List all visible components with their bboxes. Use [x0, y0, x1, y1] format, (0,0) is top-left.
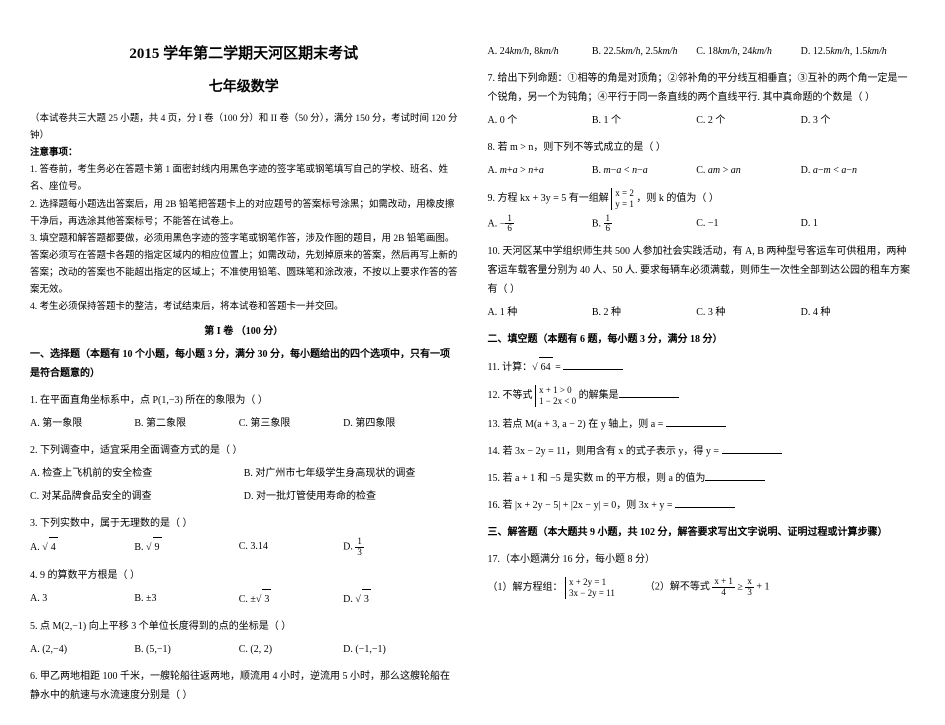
q7-opt-c: C. 2 个 — [696, 111, 800, 130]
q10-opt-d: D. 4 种 — [801, 303, 905, 322]
q6-opt-c: C. 18km/h, 24km/h — [696, 42, 800, 61]
notice-1: 1. 答卷前，考生务必在答题卡第 1 面密封线内用黑色字迹的签字笔或钢笔填写自己… — [30, 162, 458, 196]
q5-opt-b: B. (5,−1) — [134, 640, 238, 659]
q6-opt-d: D. 12.5km/h, 1.5km/h — [801, 42, 905, 61]
question-10: 10. 天河区某中学组织师生共 500 人参加社会实践活动，有 A, B 两种型… — [488, 242, 916, 322]
q9-text: 9. 方程 kx + 3y = 5 有一组解 x = 2y = 1 ，则 k 的… — [488, 188, 916, 210]
question-1: 1. 在平面直角坐标系中，点 P(1,−3) 所在的象限为（ ） A. 第一象限… — [30, 391, 458, 433]
question-6: 6. 甲乙两地相距 100 千米，一艘轮船往返两地，顺流用 4 小时，逆流用 5… — [30, 667, 458, 705]
blank-12 — [619, 387, 679, 398]
q9-opt-a: A. −16 — [488, 214, 592, 235]
q5-opt-c: C. (2, 2) — [239, 640, 343, 659]
q4-opt-c: C. ±√3 — [239, 589, 343, 609]
section2-header: 二、填空题（本题有 6 题，每小题 3 分，满分 18 分） — [488, 330, 916, 349]
q4-opt-d: D. √3 — [343, 589, 447, 609]
blank-14 — [722, 443, 782, 454]
question-5: 5. 点 M(2,−1) 向上平移 3 个单位长度得到的点的坐标是（ ） A. … — [30, 617, 458, 659]
q1-opt-a: A. 第一象限 — [30, 414, 134, 433]
exam-title: 2015 学年第二学期天河区期末考试 — [30, 40, 458, 69]
blank-15 — [705, 470, 765, 481]
section3-header: 三、解答题（本大题共 9 小题，共 102 分，解答要求写出文字说明、证明过程或… — [488, 523, 916, 542]
notice-3: 3. 填空题和解答题都要做，必须用黑色字迹的签字笔或钢笔作答，涉及作图的题目，用… — [30, 231, 458, 299]
q8-opt-c: C. am > an — [696, 161, 800, 180]
q2-opt-c: C. 对某品牌食品安全的调查 — [30, 487, 244, 506]
q7-opt-b: B. 1 个 — [592, 111, 696, 130]
notice-2: 2. 选择题每小题选出答案后，用 2B 铅笔把答题卡上的对应题号的答案标号涂黑；… — [30, 197, 458, 231]
q10-opt-b: B. 2 种 — [592, 303, 696, 322]
q5-opt-a: A. (2,−4) — [30, 640, 134, 659]
q3-text: 3. 下列实数中，属于无理数的是（ ） — [30, 514, 458, 533]
q1-text: 1. 在平面直角坐标系中，点 P(1,−3) 所在的象限为（ ） — [30, 391, 458, 410]
exam-info: （本试卷共三大题 25 小题，共 4 页，分 I 卷（100 分）和 II 卷（… — [30, 111, 458, 145]
q8-opt-b: B. m−a < n−a — [592, 161, 696, 180]
blank-11 — [563, 359, 623, 370]
q2-text: 2. 下列调查中，适宜采用全面调查方式的是（ ） — [30, 441, 458, 460]
q1-opt-d: D. 第四象限 — [343, 414, 447, 433]
part1-header: 第 I 卷 （100 分） — [30, 322, 458, 341]
q2-opt-d: D. 对一批灯管使用寿命的检查 — [244, 487, 458, 506]
blank-16 — [675, 497, 735, 508]
q7-opt-d: D. 3 个 — [801, 111, 905, 130]
q8-text: 8. 若 m > n，则下列不等式成立的是（ ） — [488, 138, 916, 157]
question-17: （1）解方程组： x + 2y = 13x − 2y = 11 （2）解不等式 … — [488, 577, 916, 599]
q14-text: 14. 若 3x − 2y = 11，则用含有 x 的式子表示 y，得 y = — [488, 446, 722, 457]
q10-text: 10. 天河区某中学组织师生共 500 人参加社会实践活动，有 A, B 两种型… — [488, 242, 916, 299]
q3-opt-c: C. 3.14 — [239, 537, 343, 558]
question-16: 16. 若 |x + 2y − 5| + |2x − y| = 0，则 3x +… — [488, 496, 916, 515]
exam-subtitle: 七年级数学 — [30, 75, 458, 102]
question-7: 7. 给出下列命题：①相等的角是对顶角；②邻补角的平分线互相垂直；③互补的两个角… — [488, 69, 916, 130]
q16-text: 16. 若 |x + 2y − 5| + |2x − y| = 0，则 3x +… — [488, 500, 676, 511]
q2-opt-b: B. 对广州市七年级学生身高现状的调查 — [244, 464, 458, 483]
q7-opt-a: A. 0 个 — [488, 111, 592, 130]
question-2: 2. 下列调查中，适宜采用全面调查方式的是（ ） A. 检查上飞机前的安全检查 … — [30, 441, 458, 506]
question-17-header: 17.（本小题满分 16 分，每小题 8 分） — [488, 550, 916, 569]
q7-text: 7. 给出下列命题：①相等的角是对顶角；②邻补角的平分线互相垂直；③互补的两个角… — [488, 69, 916, 107]
q5-opt-d: D. (−1,−1) — [343, 640, 447, 659]
q4-opt-a: A. 3 — [30, 589, 134, 609]
question-13: 13. 若点 M(a + 3, a − 2) 在 y 轴上，则 a = — [488, 415, 916, 434]
question-11: 11. 计算：√64 = — [488, 357, 916, 377]
q1-opt-c: C. 第三象限 — [239, 414, 343, 433]
q6-opt-a: A. 24km/h, 8km/h — [488, 42, 592, 61]
q5-text: 5. 点 M(2,−1) 向上平移 3 个单位长度得到的点的坐标是（ ） — [30, 617, 458, 636]
notice-4: 4. 考生必须保持答题卡的整洁，考试结束后，将本试卷和答题卡一并交回。 — [30, 299, 458, 316]
q17-part2: （2）解不等式 x + 14 ≥ x3 + 1 — [645, 577, 770, 599]
question-12: 12. 不等式 x + 1 > 01 − 2x < 0 的解集是 — [488, 385, 916, 407]
instructions-block: （本试卷共三大题 25 小题，共 4 页，分 I 卷（100 分）和 II 卷（… — [30, 111, 458, 316]
q3-opt-b: B. √9 — [134, 537, 238, 558]
q1-opt-b: B. 第二象限 — [134, 414, 238, 433]
section1-header: 一、选择题（本题有 10 个小题，每小题 3 分，满分 30 分，每小题给出的四… — [30, 345, 458, 383]
question-9: 9. 方程 kx + 3y = 5 有一组解 x = 2y = 1 ，则 k 的… — [488, 188, 916, 234]
q3-opt-d: D. 13 — [343, 537, 447, 558]
question-4: 4. 9 的算数平方根是（ ） A. 3 B. ±3 C. ±√3 D. √3 — [30, 566, 458, 609]
right-column: A. 24km/h, 8km/h B. 22.5km/h, 2.5km/h C.… — [488, 40, 916, 705]
q9-opt-d: D. 1 — [801, 214, 905, 235]
notice-header: 注意事项： — [30, 145, 458, 162]
question-14: 14. 若 3x − 2y = 11，则用含有 x 的式子表示 y，得 y = — [488, 442, 916, 461]
left-column: 2015 学年第二学期天河区期末考试 七年级数学 （本试卷共三大题 25 小题，… — [30, 40, 458, 705]
question-15: 15. 若 a + 1 和 −5 是实数 m 的平方根，则 a 的值为 — [488, 469, 916, 488]
q6-text: 6. 甲乙两地相距 100 千米，一艘轮船往返两地，顺流用 4 小时，逆流用 5… — [30, 667, 458, 705]
q8-opt-d: D. a−m < a−n — [801, 161, 905, 180]
question-8: 8. 若 m > n，则下列不等式成立的是（ ） A. m+a > n+a B.… — [488, 138, 916, 180]
question-3: 3. 下列实数中，属于无理数的是（ ） A. √4 B. √9 C. 3.14 … — [30, 514, 458, 558]
q8-opt-a: A. m+a > n+a — [488, 161, 592, 180]
q15-text: 15. 若 a + 1 和 −5 是实数 m 的平方根，则 a 的值为 — [488, 473, 706, 484]
q9-opt-c: C. −1 — [696, 214, 800, 235]
blank-13 — [666, 416, 726, 427]
q10-opt-a: A. 1 种 — [488, 303, 592, 322]
q2-opt-a: A. 检查上飞机前的安全检查 — [30, 464, 244, 483]
q10-opt-c: C. 3 种 — [696, 303, 800, 322]
q4-opt-b: B. ±3 — [134, 589, 238, 609]
q9-opt-b: B. 16 — [592, 214, 696, 235]
q6-opt-b: B. 22.5km/h, 2.5km/h — [592, 42, 696, 61]
q3-opt-a: A. √4 — [30, 537, 134, 558]
q4-text: 4. 9 的算数平方根是（ ） — [30, 566, 458, 585]
q17-part1: （1）解方程组： x + 2y = 13x − 2y = 11 — [488, 577, 615, 599]
q13-text: 13. 若点 M(a + 3, a − 2) 在 y 轴上，则 a = — [488, 419, 666, 430]
